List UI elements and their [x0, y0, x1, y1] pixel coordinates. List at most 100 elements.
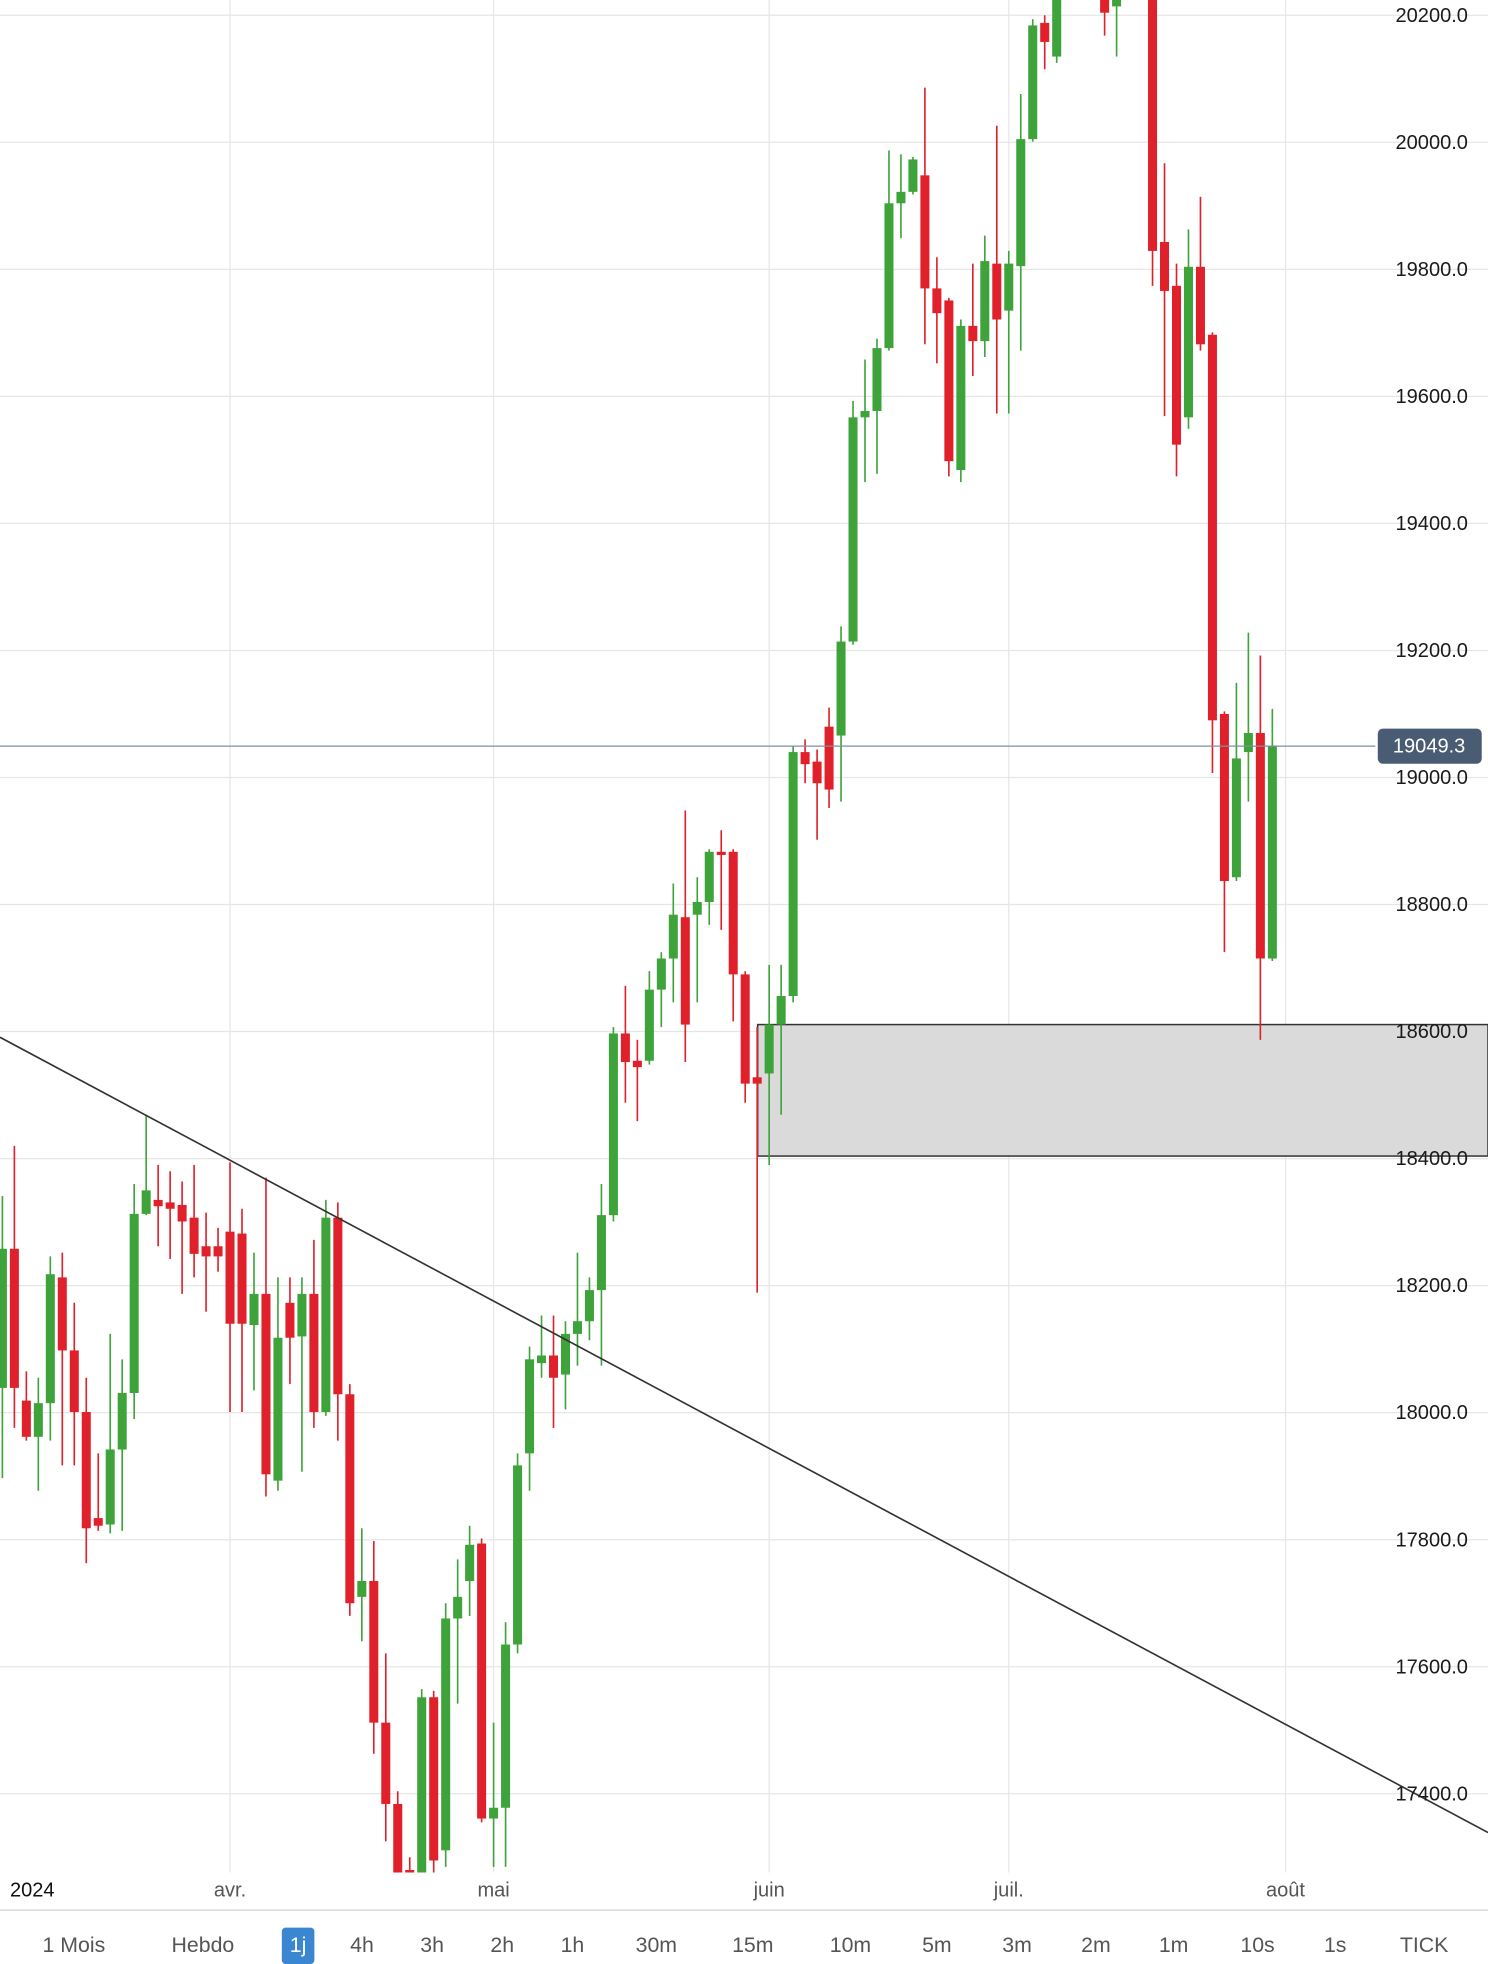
timeframe-button[interactable]: 2m: [1081, 1933, 1111, 1957]
candle-body: [1112, 0, 1122, 7]
candle-body: [680, 917, 690, 1025]
candle-body: [968, 325, 978, 342]
candle-body: [848, 417, 858, 642]
x-tick-label: août: [1266, 1880, 1305, 1902]
timeframe-button[interactable]: 30m: [636, 1933, 677, 1957]
candle-body: [1243, 733, 1253, 753]
candle-body: [1148, 0, 1158, 251]
candle-body: [704, 851, 714, 902]
timeframe-button[interactable]: 1j: [290, 1933, 307, 1957]
candle-body: [548, 1355, 559, 1378]
year-label: 2024: [10, 1880, 55, 1902]
timeframe-button[interactable]: 1 Mois: [43, 1933, 106, 1957]
candle-body: [213, 1246, 223, 1257]
candle-body: [656, 958, 666, 990]
candle-body: [513, 1465, 523, 1645]
trend-line: [0, 1036, 1488, 1834]
candle-body: [81, 1412, 91, 1529]
candle-body: [1255, 733, 1265, 959]
selected-timeframe-bg: [281, 1927, 315, 1964]
timeframe-button[interactable]: 1s: [1324, 1933, 1346, 1957]
candle-body: [393, 1803, 403, 1873]
candle-body: [93, 1518, 103, 1526]
y-tick-label: 20000.0: [1396, 132, 1468, 154]
candle-body: [992, 263, 1002, 320]
candle-body: [177, 1204, 187, 1222]
candle-body: [1171, 285, 1182, 445]
candle-body: [477, 1543, 487, 1819]
axes: 17400.0 17600.0 17800.0 18000.0 18200.0 18400…: [0, 5, 1482, 1902]
candle-body: [944, 300, 954, 462]
timeframe-button[interactable]: 1h: [561, 1933, 585, 1957]
candle-body: [824, 726, 834, 790]
timeframe-button[interactable]: 1m: [1159, 1933, 1189, 1957]
timeframe-button[interactable]: 4h: [350, 1933, 374, 1957]
candle-body: [908, 159, 918, 192]
candle-body: [57, 1277, 67, 1351]
candle-body: [345, 1394, 355, 1604]
candle-body: [668, 914, 678, 959]
candle-body: [1231, 758, 1241, 878]
candle-body: [405, 1870, 415, 1873]
candle-body: [596, 1215, 606, 1291]
candle-body: [165, 1202, 175, 1209]
timeframe-button[interactable]: 2h: [490, 1933, 514, 1957]
last-price-label: 19049.3: [1393, 736, 1465, 758]
x-tick-label: avr.: [214, 1880, 246, 1902]
candle-body: [1052, 0, 1062, 57]
timeframe-button[interactable]: 10m: [830, 1933, 871, 1957]
y-tick-label: 18200.0: [1396, 1275, 1468, 1297]
y-tick-label: 19000.0: [1396, 767, 1468, 789]
y-tick-label: 18000.0: [1396, 1402, 1468, 1424]
candle-body: [69, 1350, 79, 1413]
candle-body: [872, 348, 882, 411]
toolbar: 1 Mois Hebdo 1j 4h 3h 2h 1h 30m 15m 10m 5m 3m 2m 1m 10…: [43, 1927, 1448, 1964]
candle-body: [21, 1400, 31, 1437]
timeframe-button[interactable]: TICK: [1400, 1933, 1448, 1957]
candle-body: [896, 191, 906, 204]
y-tick-label: 19600.0: [1396, 386, 1468, 408]
timeframe-button[interactable]: 15m: [732, 1933, 773, 1957]
candle-body: [956, 325, 966, 471]
candle-body: [141, 1190, 151, 1214]
candle-body: [45, 1274, 55, 1404]
timeframe-button[interactable]: 10s: [1240, 1933, 1274, 1957]
timeframe-button[interactable]: 3m: [1002, 1933, 1032, 1957]
candle-body: [117, 1392, 127, 1450]
candle-body: [1016, 139, 1026, 267]
candle-body: [369, 1580, 379, 1723]
candle-body: [1040, 22, 1050, 42]
candle-body: [333, 1217, 343, 1395]
y-tick-label: 17400.0: [1396, 1783, 1468, 1805]
candle-body: [285, 1302, 295, 1338]
candle-body: [273, 1337, 283, 1481]
candle-body: [417, 1697, 427, 1873]
candle-body: [608, 1033, 618, 1216]
candle-body: [620, 1033, 630, 1063]
timeframe-button[interactable]: 3h: [420, 1933, 444, 1957]
candle-body: [1100, 0, 1110, 13]
grid: [0, 0, 1488, 1873]
y-tick-label: 18400.0: [1396, 1148, 1468, 1170]
x-tick-label: mai: [477, 1880, 509, 1902]
timeframe-button[interactable]: Hebdo: [172, 1933, 235, 1957]
y-tick-label: 19800.0: [1396, 259, 1468, 281]
y-tick-label: 19400.0: [1396, 513, 1468, 535]
candle-body: [764, 1024, 774, 1074]
candle-body: [632, 1060, 642, 1068]
candle-body: [1183, 266, 1193, 418]
y-tick-label: 18800.0: [1396, 894, 1468, 916]
candle-body: [572, 1321, 582, 1334]
candle-body: [776, 995, 786, 1025]
timeframe-button[interactable]: 5m: [922, 1933, 952, 1957]
candle-body: [249, 1293, 259, 1326]
y-tick-label: 19200.0: [1396, 640, 1468, 662]
candle-body: [836, 641, 846, 736]
candle-body: [9, 1248, 19, 1388]
candle-body: [153, 1199, 163, 1207]
candle-body: [465, 1544, 475, 1581]
candle-body: [237, 1233, 247, 1324]
